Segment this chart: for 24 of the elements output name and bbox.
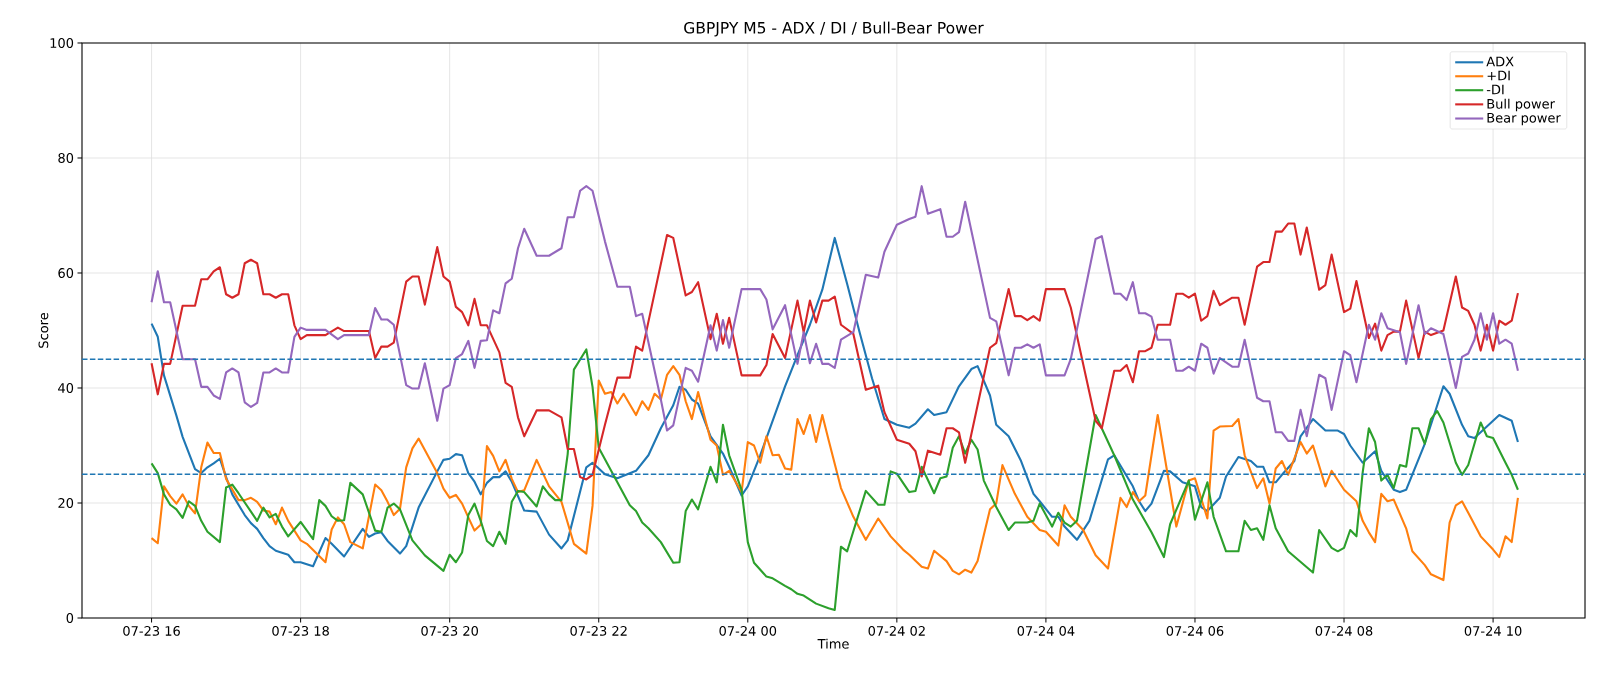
x-axis-title: Time <box>817 638 849 649</box>
y-tick-label: 20 <box>58 498 74 508</box>
y-tick-label: 60 <box>58 268 74 278</box>
x-tick-label: 07-24 02 <box>868 626 925 636</box>
x-tick-label: 07-24 06 <box>1166 626 1224 636</box>
legend-label: +DI <box>1487 70 1510 81</box>
legend-label: Bear power <box>1487 113 1561 126</box>
x-tick-label: 07-23 18 <box>272 626 329 636</box>
y-tick-label: 40 <box>58 383 74 393</box>
x-tick-label: 07-24 00 <box>719 626 777 636</box>
legend-label: Bull power <box>1487 98 1555 112</box>
x-tick-label: 07-23 20 <box>421 626 479 636</box>
y-tick-label: 100 <box>50 38 74 48</box>
x-tick-label: 07-23 16 <box>123 626 180 636</box>
legend-label: ADX <box>1486 56 1514 67</box>
y-tick-label: 0 <box>66 613 74 623</box>
x-tick-label: 07-23 22 <box>570 626 627 636</box>
legend-label: -DI <box>1486 84 1504 95</box>
x-tick-label: 07-24 10 <box>1464 626 1522 636</box>
x-tick-label: 07-24 04 <box>1017 626 1075 636</box>
x-tick-label: 07-24 08 <box>1315 626 1373 636</box>
chart-title: GBPJPY M5 - ADX / DI / Bull-Bear Power <box>684 21 984 37</box>
y-tick-label: 80 <box>58 153 74 163</box>
y-axis-title: Score <box>38 312 49 348</box>
